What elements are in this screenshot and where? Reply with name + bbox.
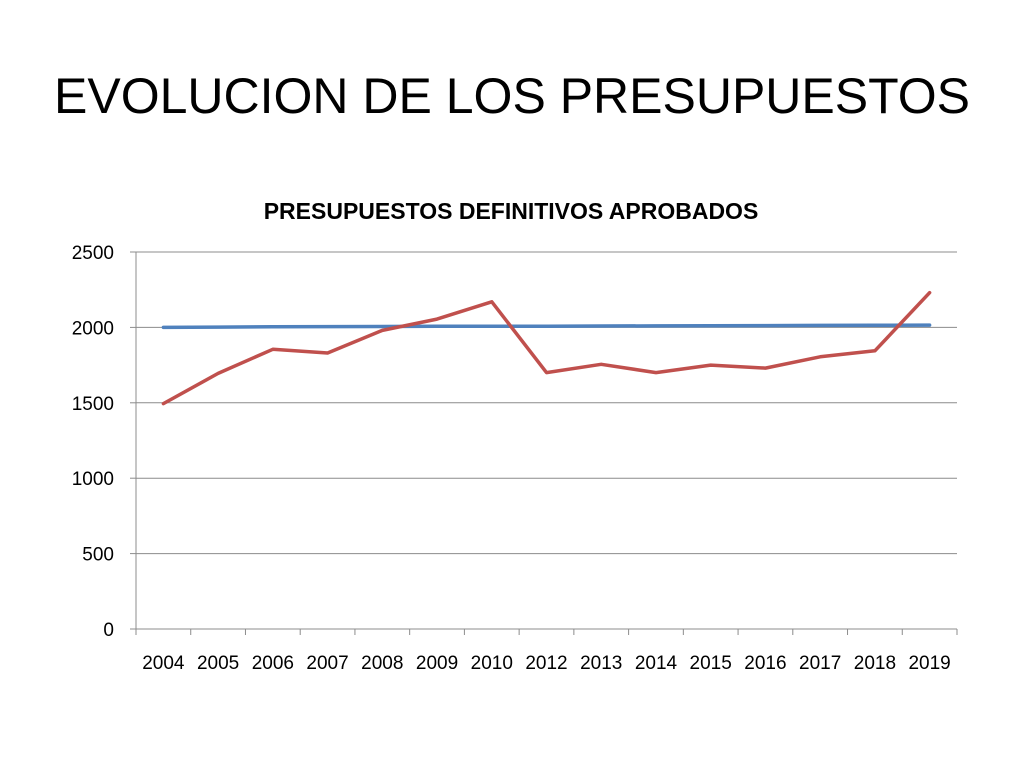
- y-tick-label: 500: [82, 545, 114, 566]
- gridlines: [136, 251, 957, 555]
- chart-title: PRESUPUESTOS DEFINITIVOS APROBADOS: [264, 198, 759, 224]
- x-tick-label: 2009: [416, 653, 458, 674]
- y-tick-label: 2000: [72, 318, 114, 339]
- axes: [130, 251, 958, 635]
- y-tick-label: 1500: [72, 394, 114, 415]
- tick-labels: 0 500 1000 1500 2000 2500 2004 2005 2006 2007 2008…: [72, 243, 951, 674]
- x-tick-label: 2010: [471, 653, 513, 674]
- series-lines: [161, 290, 932, 406]
- y-tick-label: 2500: [72, 243, 114, 264]
- x-tick-label: 2005: [197, 653, 239, 674]
- series-line-2: [161, 290, 932, 406]
- x-tick-label: 2016: [744, 653, 786, 674]
- x-tick-label: 2014: [635, 653, 678, 674]
- slide-title: EVOLUCION DE LOS PRESUPUESTOS: [54, 68, 970, 124]
- x-tick-label: 2006: [252, 653, 294, 674]
- x-tick-label: 2007: [306, 653, 348, 674]
- y-tick-label: 0: [103, 620, 114, 641]
- x-tick-label: 2013: [580, 653, 622, 674]
- x-tick-label: 2012: [525, 653, 567, 674]
- series-line-1: [161, 323, 932, 330]
- x-tick-label: 2019: [908, 653, 950, 674]
- x-tick-label: 2018: [854, 653, 896, 674]
- x-tick-label: 2017: [799, 653, 841, 674]
- x-tick-label: 2015: [690, 653, 732, 674]
- x-tick-label: 2004: [142, 653, 185, 674]
- x-tick-label: 2008: [361, 653, 403, 674]
- y-tick-label: 1000: [72, 469, 114, 490]
